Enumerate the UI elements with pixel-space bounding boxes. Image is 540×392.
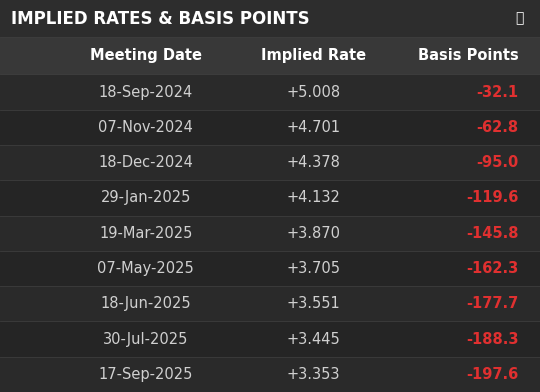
Text: 30-Jul-2025: 30-Jul-2025: [103, 332, 188, 347]
FancyBboxPatch shape: [0, 321, 540, 357]
FancyBboxPatch shape: [0, 216, 540, 251]
Text: +4.701: +4.701: [286, 120, 340, 135]
FancyBboxPatch shape: [0, 286, 540, 321]
Text: +5.008: +5.008: [286, 85, 340, 100]
Text: 19-Mar-2025: 19-Mar-2025: [99, 226, 192, 241]
Text: IMPLIED RATES & BASIS POINTS: IMPLIED RATES & BASIS POINTS: [11, 10, 309, 27]
Text: +3.705: +3.705: [286, 261, 340, 276]
Text: 07-Nov-2024: 07-Nov-2024: [98, 120, 193, 135]
Text: 18-Jun-2025: 18-Jun-2025: [100, 296, 191, 311]
Text: -62.8: -62.8: [476, 120, 518, 135]
FancyBboxPatch shape: [0, 110, 540, 145]
Text: +3.353: +3.353: [286, 367, 340, 382]
Text: -188.3: -188.3: [466, 332, 518, 347]
Text: -32.1: -32.1: [476, 85, 518, 100]
Text: 18-Sep-2024: 18-Sep-2024: [99, 85, 193, 100]
FancyBboxPatch shape: [0, 357, 540, 392]
Text: +3.870: +3.870: [286, 226, 340, 241]
Text: -177.7: -177.7: [466, 296, 518, 311]
Text: -95.0: -95.0: [476, 155, 518, 170]
Text: +3.551: +3.551: [286, 296, 340, 311]
Text: 17-Sep-2025: 17-Sep-2025: [99, 367, 193, 382]
Text: +4.132: +4.132: [286, 191, 340, 205]
FancyBboxPatch shape: [0, 180, 540, 216]
FancyBboxPatch shape: [0, 0, 540, 37]
Text: +3.445: +3.445: [286, 332, 340, 347]
FancyBboxPatch shape: [0, 37, 540, 74]
Text: ⎘: ⎘: [515, 11, 524, 25]
Text: Implied Rate: Implied Rate: [261, 48, 366, 64]
Text: -119.6: -119.6: [466, 191, 518, 205]
Text: -197.6: -197.6: [466, 367, 518, 382]
Text: -162.3: -162.3: [466, 261, 518, 276]
Text: Basis Points: Basis Points: [417, 48, 518, 64]
FancyBboxPatch shape: [0, 145, 540, 180]
Text: Meeting Date: Meeting Date: [90, 48, 202, 64]
Text: 18-Dec-2024: 18-Dec-2024: [98, 155, 193, 170]
Text: -145.8: -145.8: [466, 226, 518, 241]
Text: 29-Jan-2025: 29-Jan-2025: [100, 191, 191, 205]
Text: 07-May-2025: 07-May-2025: [97, 261, 194, 276]
FancyBboxPatch shape: [0, 251, 540, 286]
Text: +4.378: +4.378: [286, 155, 340, 170]
FancyBboxPatch shape: [0, 74, 540, 110]
